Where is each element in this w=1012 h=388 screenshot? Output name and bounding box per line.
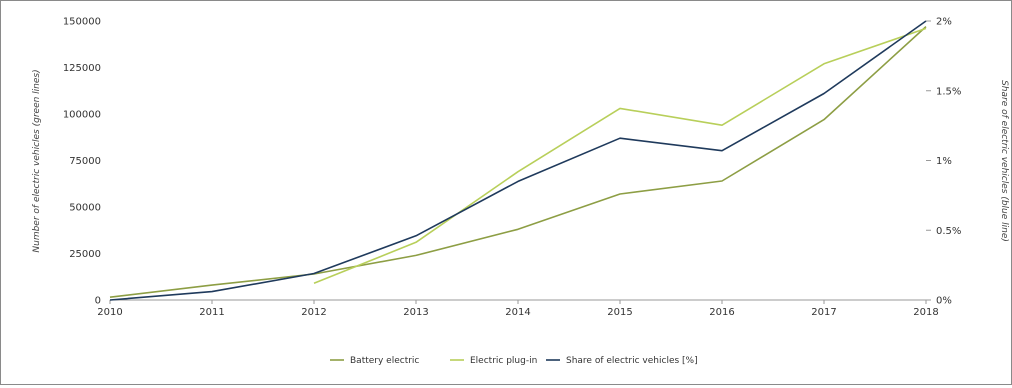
x-tick-label: 2010 [97, 307, 122, 318]
x-tick-label: 2012 [301, 307, 326, 318]
x-tick-label: 2014 [505, 307, 530, 318]
legend: Battery electric Electric plug-in Share of… [330, 356, 698, 366]
series-line-1 [109, 26, 927, 298]
legend-label: Electric plug-in [470, 356, 537, 366]
series-lines [109, 20, 927, 301]
series-line-3 [109, 20, 927, 301]
y-axis-left-title: Number of electric vehicles (green lines… [32, 69, 42, 252]
x-tick-label: 2016 [709, 307, 734, 318]
x-tick-label: 2017 [811, 307, 836, 318]
y-left-tick-label: 100000 [63, 110, 101, 121]
y-left-tick-label: 150000 [63, 17, 101, 28]
legend-label: Share of electric vehicles [%] [566, 356, 698, 366]
y-right-tick-label: 1.5% [936, 86, 961, 97]
x-tick-label: 2015 [607, 307, 632, 318]
y-right-tick-label: 1% [936, 156, 952, 167]
y-right-tick-label: 2% [936, 17, 952, 28]
y-left-tick-label: 125000 [63, 63, 101, 74]
axes: 2010 2011 2012 2013 2014 2015 2016 2017 2018 0 250… [63, 17, 962, 319]
x-tick-label: 2013 [403, 307, 428, 318]
x-tick-label: 2018 [913, 307, 938, 318]
y-right-tick-label: 0.5% [936, 226, 961, 237]
y-left-tick-label: 75000 [69, 156, 101, 167]
y-left-tick-label: 50000 [69, 203, 101, 214]
y-left-tick-label: 0 [95, 296, 101, 307]
y-axis-right-title: Share of electric vehicles (blue line) [999, 80, 1009, 242]
series-line-2 [313, 27, 927, 285]
y-right-tick-label: 0% [936, 296, 952, 307]
x-tick-label: 2011 [199, 307, 224, 318]
legend-label: Battery electric [350, 356, 419, 366]
y-left-tick-label: 25000 [69, 249, 101, 260]
